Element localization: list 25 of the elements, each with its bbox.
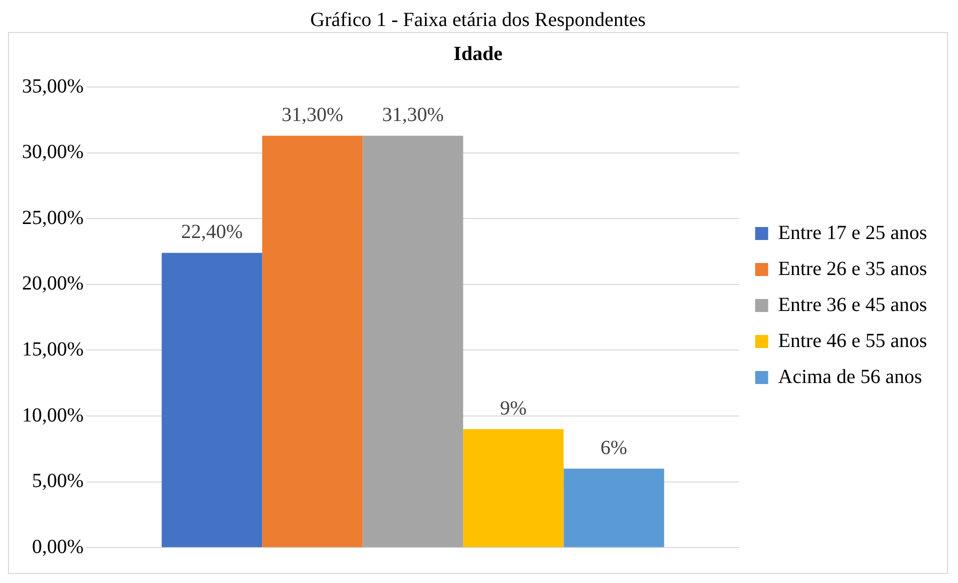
data-label: 22,40%	[181, 221, 243, 244]
chart-title: Idade	[454, 43, 503, 66]
bar	[564, 468, 664, 548]
y-tick-label: 10,00%	[22, 404, 84, 426]
text: Gráfico 1 - Faixa etária dos Respondentes	[309, 8, 647, 32]
data-label: 6%	[600, 436, 628, 459]
y-tick-label: 30,00%	[22, 141, 84, 164]
y-tick-label: 25,00%	[22, 206, 84, 229]
bar	[162, 252, 262, 548]
legend-label: Entre 17 e 25 anos	[778, 222, 928, 244]
y-tick-label: 35,00%	[22, 75, 84, 98]
y-tick-label: 15,00%	[22, 338, 84, 360]
bar	[262, 136, 363, 548]
data-label: 31,30%	[382, 104, 444, 126]
legend-label: Entre 36 e 45 anos	[778, 294, 928, 316]
data-label: 31,30%	[282, 104, 344, 126]
y-tick-label: 0,00%	[32, 536, 84, 558]
data-label: 9%	[500, 397, 527, 420]
legend-label: Entre 26 e 35 anos	[778, 258, 928, 280]
bar	[362, 136, 464, 548]
legend-label: Acima de 56 anos	[778, 366, 922, 388]
y-tick-label: 20,00%	[22, 272, 84, 295]
y-tick-label: 5,00%	[32, 470, 84, 492]
legend-label: Entre 46 e 55 anos	[778, 330, 928, 352]
bar	[463, 429, 564, 548]
